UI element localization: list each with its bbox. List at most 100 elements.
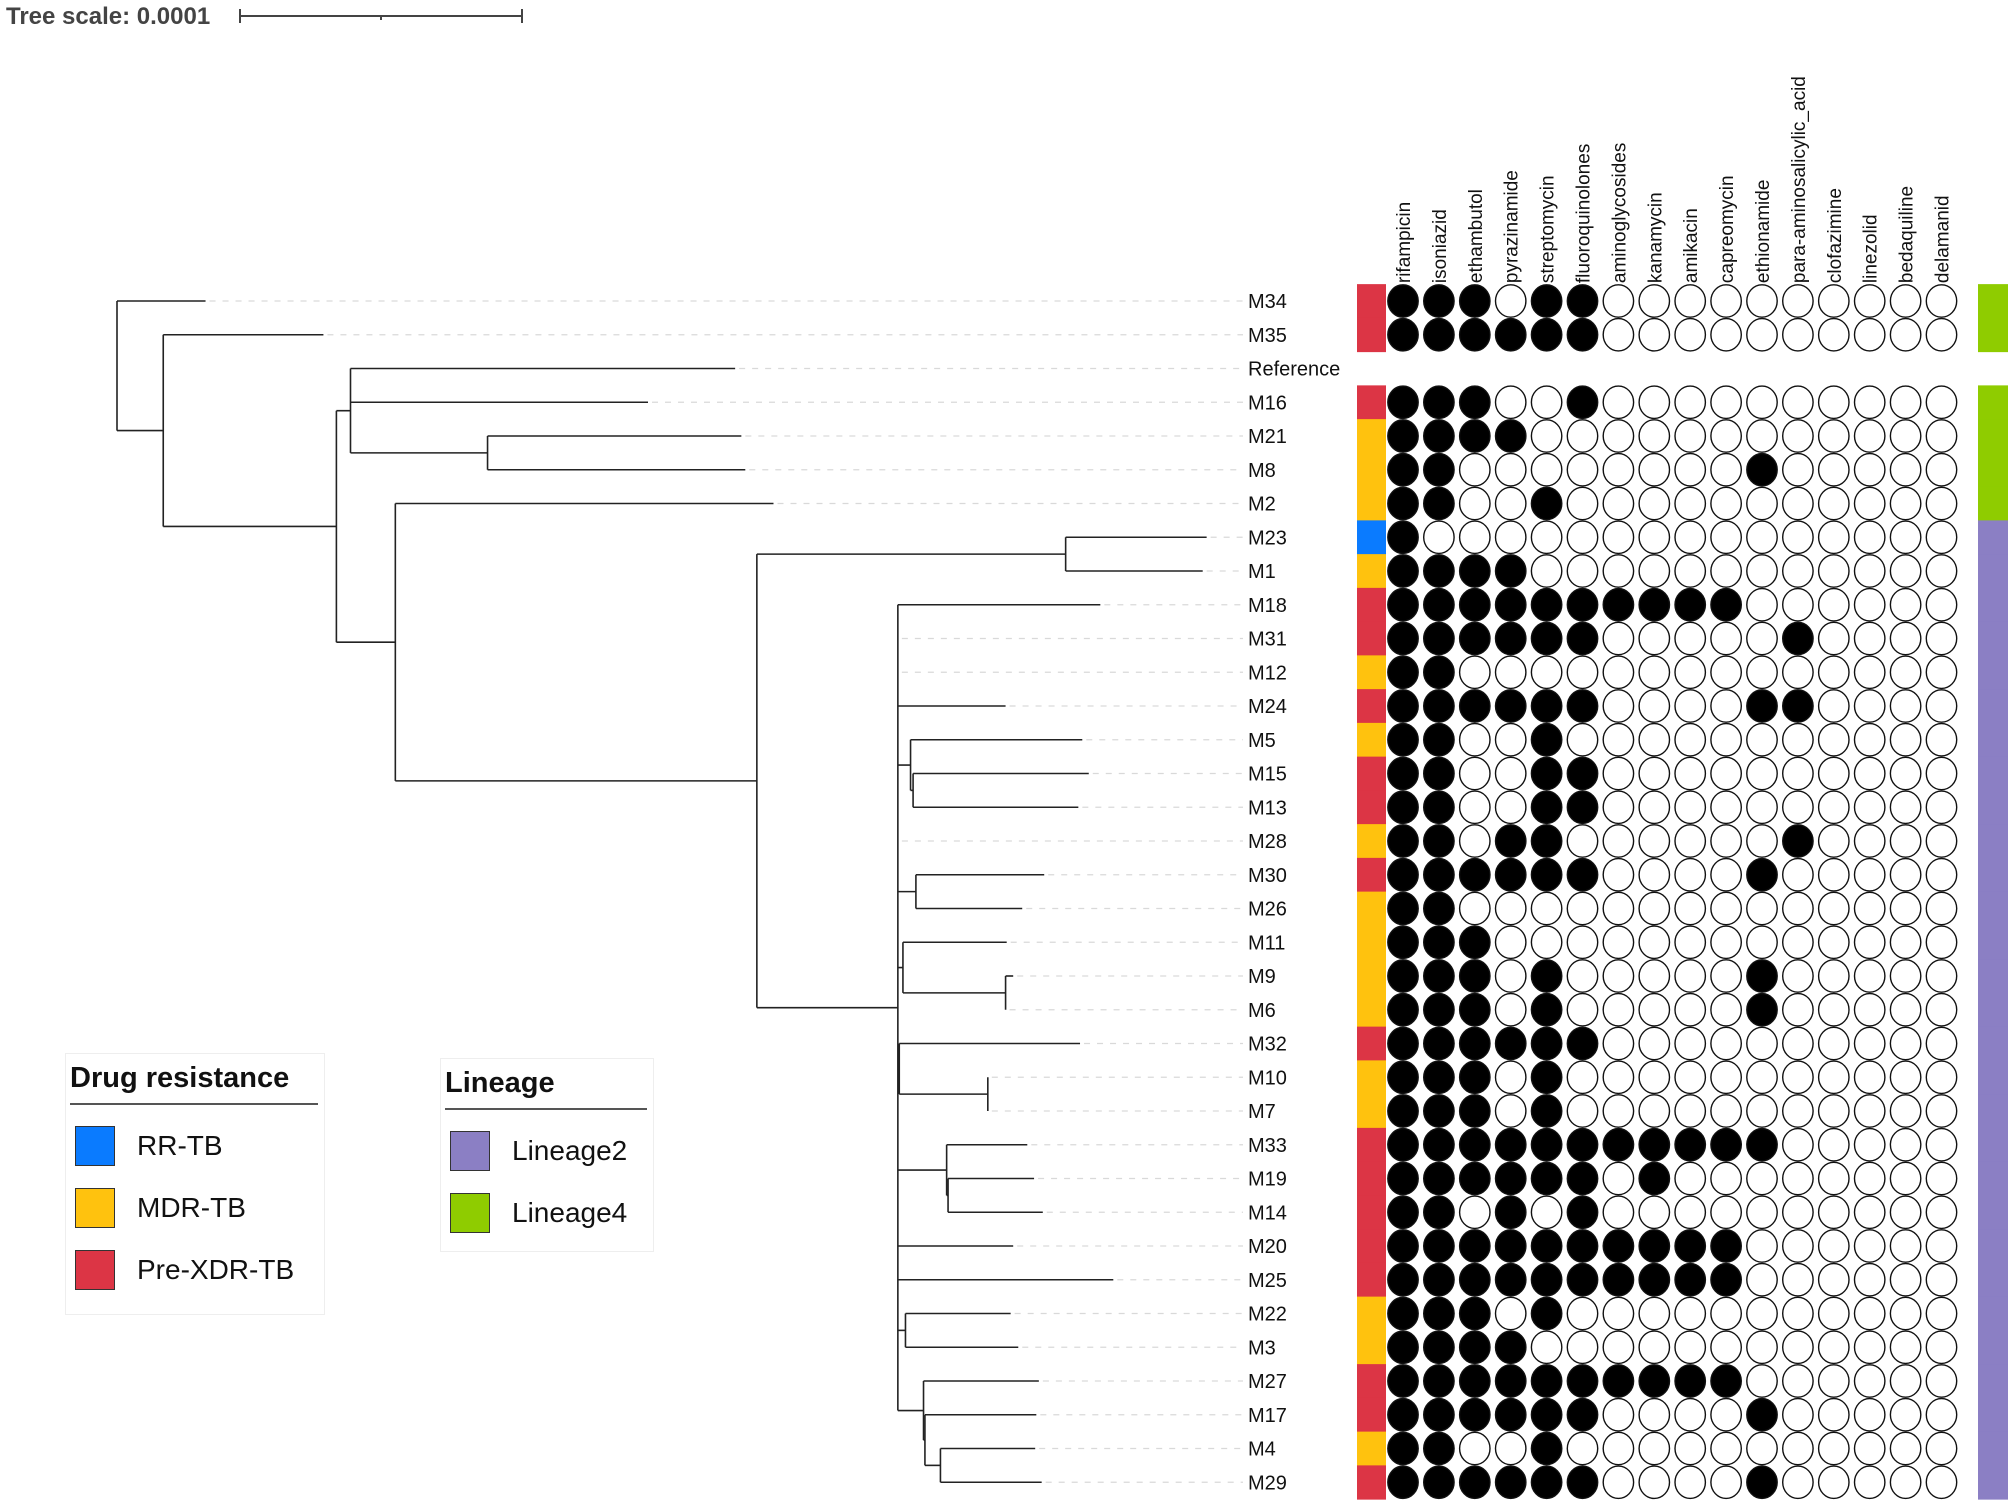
lineage-strip-cell bbox=[1978, 1364, 2008, 1399]
susceptible-cell-kanamycin bbox=[1638, 891, 1671, 926]
resistant-cell-rifampicin bbox=[1387, 587, 1419, 622]
susceptible-cell-bedaquiline bbox=[1889, 1431, 1922, 1466]
resistance-strip-cell bbox=[1357, 621, 1386, 656]
resistant-cell-capreomycin bbox=[1710, 1364, 1743, 1398]
susceptible-cell-kanamycin bbox=[1638, 1465, 1671, 1500]
resistant-cell-ethambutol bbox=[1458, 925, 1491, 960]
susceptible-cell-delamanid bbox=[1925, 1431, 1958, 1466]
susceptible-cell-delamanid bbox=[1925, 1262, 1958, 1297]
resistance-strip-cell bbox=[1357, 1094, 1386, 1129]
resistance-strip-cell bbox=[1357, 1161, 1386, 1196]
susceptible-cell-bedaquiline bbox=[1889, 1094, 1922, 1128]
resistant-cell-aminoglycosides bbox=[1602, 587, 1635, 622]
susceptible-cell-ethambutol bbox=[1458, 452, 1491, 487]
resistant-cell-isoniazid bbox=[1423, 655, 1455, 690]
resistance-strip-cell bbox=[1357, 1127, 1386, 1163]
susceptible-cell-clofazimine bbox=[1817, 284, 1850, 318]
resistance-strip-cell bbox=[1357, 689, 1386, 724]
susceptible-cell-capreomycin bbox=[1710, 790, 1743, 825]
susceptible-cell-linezolid bbox=[1853, 1296, 1886, 1331]
resistant-cell-isoniazid bbox=[1423, 452, 1455, 487]
susceptible-cell-bedaquiline bbox=[1889, 1195, 1922, 1230]
resistant-cell-fluoroquinolones bbox=[1566, 1161, 1599, 1196]
leaf-label: M28 bbox=[1248, 831, 1287, 853]
leaf-label: M2 bbox=[1248, 494, 1276, 516]
susceptible-cell-pyrazinamide bbox=[1494, 284, 1527, 318]
susceptible-cell-linezolid bbox=[1853, 1431, 1886, 1466]
resistant-cell-pyrazinamide bbox=[1494, 1127, 1527, 1162]
resistant-cell-isoniazid bbox=[1423, 959, 1455, 993]
susceptible-cell-bedaquiline bbox=[1889, 1296, 1922, 1331]
resistant-cell-rifampicin bbox=[1387, 655, 1419, 690]
resistant-cell-isoniazid bbox=[1423, 925, 1455, 960]
susceptible-cell-amikacin bbox=[1674, 486, 1707, 521]
susceptible-cell-amikacin bbox=[1674, 891, 1707, 926]
resistant-cell-rifampicin bbox=[1387, 419, 1419, 453]
susceptible-cell-aminoglycosides bbox=[1602, 385, 1635, 420]
resistant-cell-fluoroquinolones bbox=[1566, 587, 1599, 622]
susceptible-cell-fluoroquinolones bbox=[1566, 452, 1599, 487]
susceptible-cell-delamanid bbox=[1925, 554, 1958, 588]
drug-header-ethambutol: ethambutol bbox=[1466, 189, 1487, 283]
susceptible-cell-linezolid bbox=[1853, 520, 1886, 555]
legend-item-pre-xdr-tb: Pre-XDR-TB bbox=[66, 1239, 324, 1301]
resistance-strip-cell bbox=[1357, 317, 1386, 353]
resistant-cell-aminoglycosides bbox=[1602, 1229, 1635, 1263]
resistance-strip-cell bbox=[1357, 1431, 1386, 1466]
resistant-cell-ethionamide bbox=[1746, 857, 1778, 892]
leaf-label: M17 bbox=[1248, 1405, 1287, 1427]
susceptible-cell-clofazimine bbox=[1817, 1229, 1850, 1263]
susceptible-cell-ethionamide bbox=[1746, 1364, 1778, 1398]
susceptible-cell-pyrazinamide bbox=[1494, 756, 1527, 791]
resistance-strip-cell bbox=[1357, 891, 1386, 926]
resistant-cell-rifampicin bbox=[1387, 857, 1419, 892]
drug-header-aminoglycosides: aminoglycosides bbox=[1609, 143, 1630, 283]
resistant-cell-pyrazinamide bbox=[1494, 1465, 1527, 1500]
susceptible-cell-kanamycin bbox=[1638, 1431, 1671, 1466]
lineage-strip-cell bbox=[1978, 1195, 2008, 1230]
susceptible-cell-fluoroquinolones bbox=[1566, 925, 1599, 960]
susceptible-cell-ethionamide bbox=[1746, 1195, 1778, 1230]
susceptible-cell-fluoroquinolones bbox=[1566, 486, 1599, 521]
susceptible-cell-linezolid bbox=[1853, 891, 1886, 926]
susceptible-cell-para-aminosalicylic_acid bbox=[1782, 1296, 1814, 1331]
susceptible-cell-pyrazinamide bbox=[1494, 520, 1527, 555]
resistant-cell-rifampicin bbox=[1387, 1431, 1419, 1466]
legend-swatch bbox=[450, 1193, 490, 1233]
resistance-strip-cell bbox=[1357, 486, 1386, 521]
resistant-cell-amikacin bbox=[1674, 1364, 1707, 1398]
susceptible-cell-streptomycin bbox=[1530, 385, 1563, 420]
susceptible-cell-amikacin bbox=[1674, 655, 1707, 690]
susceptible-cell-kanamycin bbox=[1638, 824, 1671, 858]
resistant-cell-ethambutol bbox=[1458, 1094, 1491, 1128]
resistance-strip-cell bbox=[1357, 1195, 1386, 1230]
susceptible-cell-fluoroquinolones bbox=[1566, 959, 1599, 993]
leaf-label: M34 bbox=[1248, 291, 1287, 313]
susceptible-cell-ethionamide bbox=[1746, 1330, 1778, 1365]
lineage-strip-cell bbox=[1978, 857, 2008, 893]
leaf-label: Reference bbox=[1248, 359, 1340, 381]
resistant-cell-fluoroquinolones bbox=[1566, 1195, 1599, 1230]
resistant-cell-fluoroquinolones bbox=[1566, 1465, 1599, 1500]
drug-header-linezolid: linezolid bbox=[1861, 214, 1882, 283]
resistant-cell-isoniazid bbox=[1423, 722, 1455, 757]
lineage-strip-cell bbox=[1978, 1094, 2008, 1129]
susceptible-cell-streptomycin bbox=[1530, 1330, 1563, 1365]
resistant-cell-ethambutol bbox=[1458, 1330, 1491, 1365]
resistant-cell-rifampicin bbox=[1387, 621, 1419, 656]
resistant-cell-ethambutol bbox=[1458, 1060, 1491, 1095]
lineage-strip-cell bbox=[1978, 621, 2008, 656]
resistant-cell-isoniazid bbox=[1423, 1026, 1455, 1061]
susceptible-cell-delamanid bbox=[1925, 790, 1958, 825]
susceptible-cell-para-aminosalicylic_acid bbox=[1782, 655, 1814, 690]
resistant-cell-capreomycin bbox=[1710, 1229, 1743, 1263]
susceptible-cell-amikacin bbox=[1674, 756, 1707, 791]
susceptible-cell-delamanid bbox=[1925, 959, 1958, 993]
susceptible-cell-linezolid bbox=[1853, 317, 1886, 352]
susceptible-cell-pyrazinamide bbox=[1494, 1094, 1527, 1128]
resistant-cell-streptomycin bbox=[1530, 959, 1563, 993]
lineage-strip-cell bbox=[1978, 992, 2008, 1028]
susceptible-cell-linezolid bbox=[1853, 1229, 1886, 1263]
susceptible-cell-clofazimine bbox=[1817, 486, 1850, 521]
resistant-cell-isoniazid bbox=[1423, 1094, 1455, 1128]
